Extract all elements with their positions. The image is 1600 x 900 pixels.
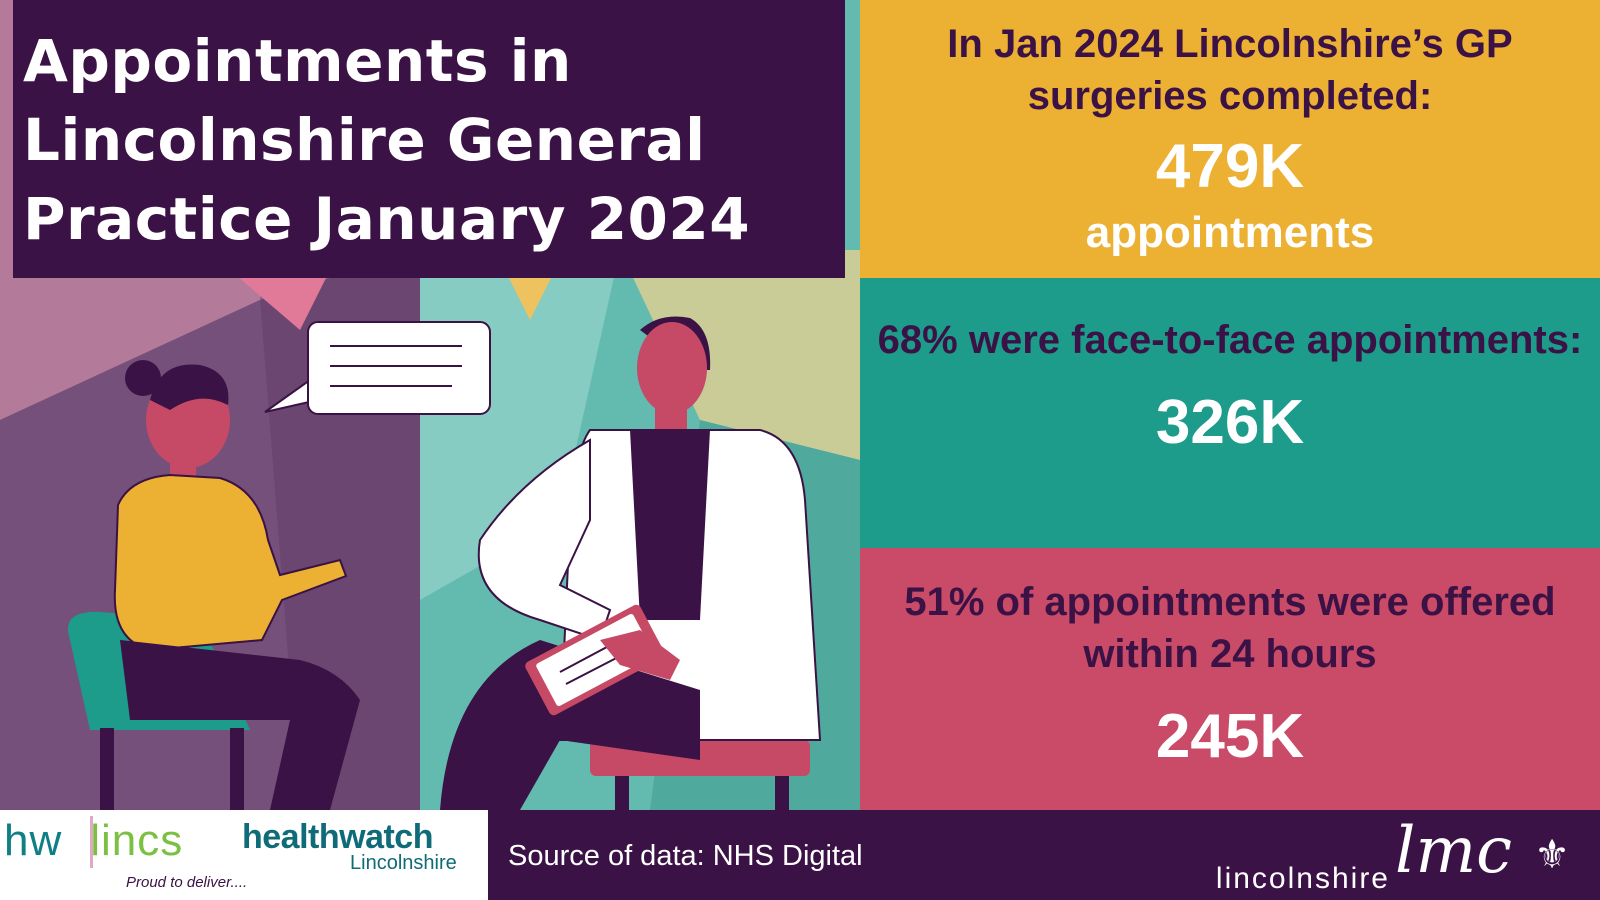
total-appointments-value: 479K	[1155, 132, 1305, 201]
healthwatch-logo: healthwatch	[242, 818, 433, 856]
logo-divider	[90, 816, 93, 868]
within-24h-value: 245K	[1155, 702, 1305, 771]
doctor-figure	[440, 316, 822, 810]
face-to-face-value: 326K	[1155, 388, 1305, 457]
hw-lincs-tagline: Proud to deliver....	[126, 874, 248, 891]
face-to-face-label: 68% were face-to-face appointments:	[877, 318, 1583, 362]
total-appointments-label: In Jan 2024 Lincolnshire’s GP surgeries …	[947, 22, 1513, 118]
healthwatch-region: Lincolnshire	[350, 852, 457, 874]
within-24h-label: 51% of appointments were offered within …	[904, 580, 1556, 676]
partner-logos: hw lincs Proud to deliver.... healthwatch…	[0, 810, 488, 900]
hw-logo-text: hw	[4, 816, 63, 865]
data-source: Source of data: NHS Digital	[508, 840, 863, 872]
lmc-logo-script: lmc	[1395, 814, 1512, 888]
hw-lincs-logo: hw lincs	[4, 816, 183, 866]
total-appointments-unit: appointments	[1085, 208, 1375, 257]
lincs-logo-text: lincs	[90, 816, 184, 865]
title-box: Appointments in Lincolnshire General Pra…	[13, 0, 845, 278]
speech-bubble-icon	[264, 321, 491, 415]
fleur-de-lis-icon: ⚜	[1534, 833, 1570, 877]
page-title: Appointments in Lincolnshire General Pra…	[23, 27, 751, 253]
total-appointments-panel: In Jan 2024 Lincolnshire’s GP surgeries …	[860, 0, 1600, 278]
footer: hw lincs Proud to deliver.... healthwatch…	[0, 810, 1600, 900]
lmc-logo-prefix: lincolnshire	[1215, 862, 1390, 895]
within-24h-panel: 51% of appointments were offered within …	[860, 548, 1600, 810]
face-to-face-panel: 68% were face-to-face appointments: 326K	[860, 278, 1600, 548]
patient-figure	[113, 360, 360, 810]
